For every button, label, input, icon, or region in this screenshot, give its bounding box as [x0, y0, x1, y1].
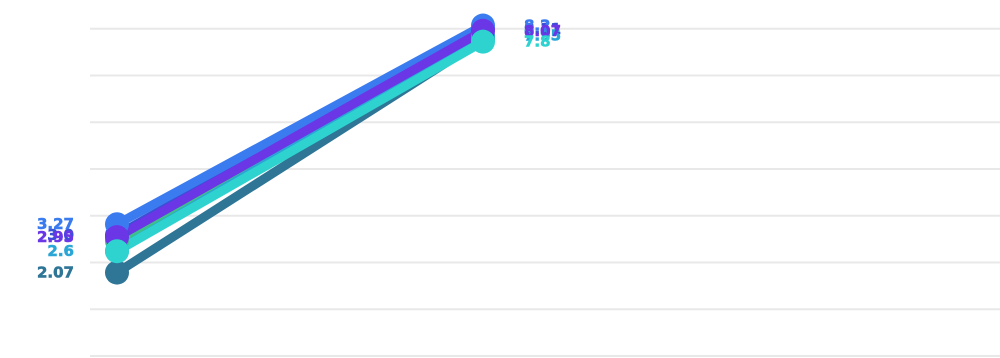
data-point-1-1 — [105, 260, 129, 285]
data-label-6-1: 2.95 — [37, 228, 74, 246]
data-label-1-1: 2.07 — [37, 264, 74, 282]
series-line-7 — [112, 37, 488, 256]
data-labels: 2.07 3.0 8.11 2.6 7.95 3.27 8.2 2.95 8.077.8 — [37, 16, 562, 282]
series-lines — [112, 21, 488, 278]
data-point-7-2 — [471, 29, 495, 54]
data-label-4-1: 2.6 — [47, 242, 74, 260]
data-label-5-2: 8.2 — [524, 17, 551, 35]
data-point-7-1 — [105, 239, 129, 264]
data-label-5-1: 3.27 — [37, 215, 74, 233]
series-line-6 — [112, 26, 488, 242]
series-line-5 — [112, 21, 488, 229]
data-label-2-1: 3.0 — [47, 226, 74, 244]
series-points — [105, 13, 495, 285]
data-label-2-2: 8.11 — [524, 20, 561, 38]
data-label-6-2: 8.07 — [524, 22, 561, 40]
data-label-7-2: 7.8 — [524, 33, 551, 51]
data-label-4-2: 7.95 — [524, 27, 561, 45]
